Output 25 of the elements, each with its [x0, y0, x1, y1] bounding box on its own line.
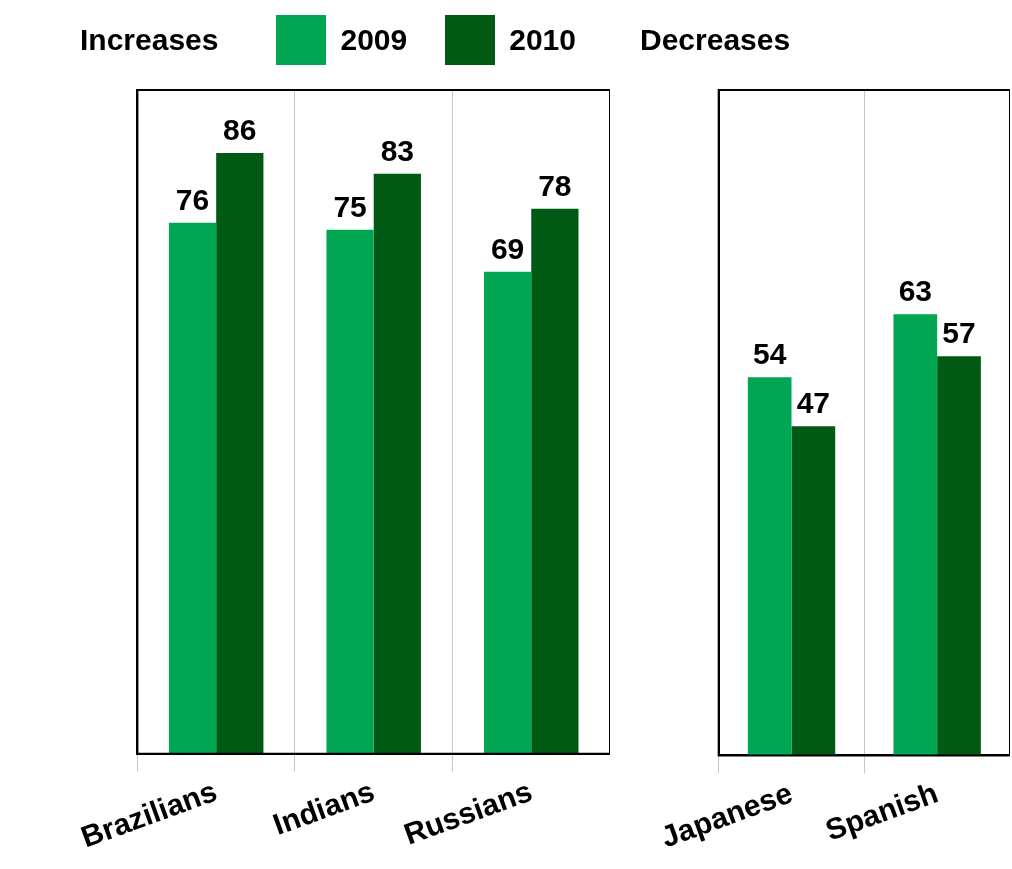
chart-title: Decreases	[640, 23, 791, 57]
bar	[216, 152, 264, 754]
data-label: 78	[538, 169, 572, 203]
data-label: 83	[380, 134, 415, 168]
legend-label: 2009	[340, 23, 408, 57]
data-label: 63	[898, 274, 933, 308]
data-label: 54	[752, 337, 787, 371]
data-label: 57	[942, 316, 976, 350]
bar	[937, 356, 981, 756]
legend-label: 2010	[509, 23, 576, 57]
bar	[893, 314, 938, 756]
bar	[326, 229, 374, 754]
x-tick-label: Indians	[268, 774, 379, 841]
chart-title: Increases	[80, 23, 219, 57]
data-label: 76	[175, 183, 210, 217]
bar	[531, 208, 579, 754]
bar	[791, 426, 836, 756]
bar	[483, 271, 532, 754]
data-label: 75	[333, 189, 367, 223]
data-label: 86	[223, 113, 257, 147]
data-label: 69	[490, 231, 525, 265]
data-label: 47	[796, 386, 831, 420]
bar	[168, 222, 217, 754]
bar	[747, 377, 792, 756]
bar	[373, 173, 421, 754]
